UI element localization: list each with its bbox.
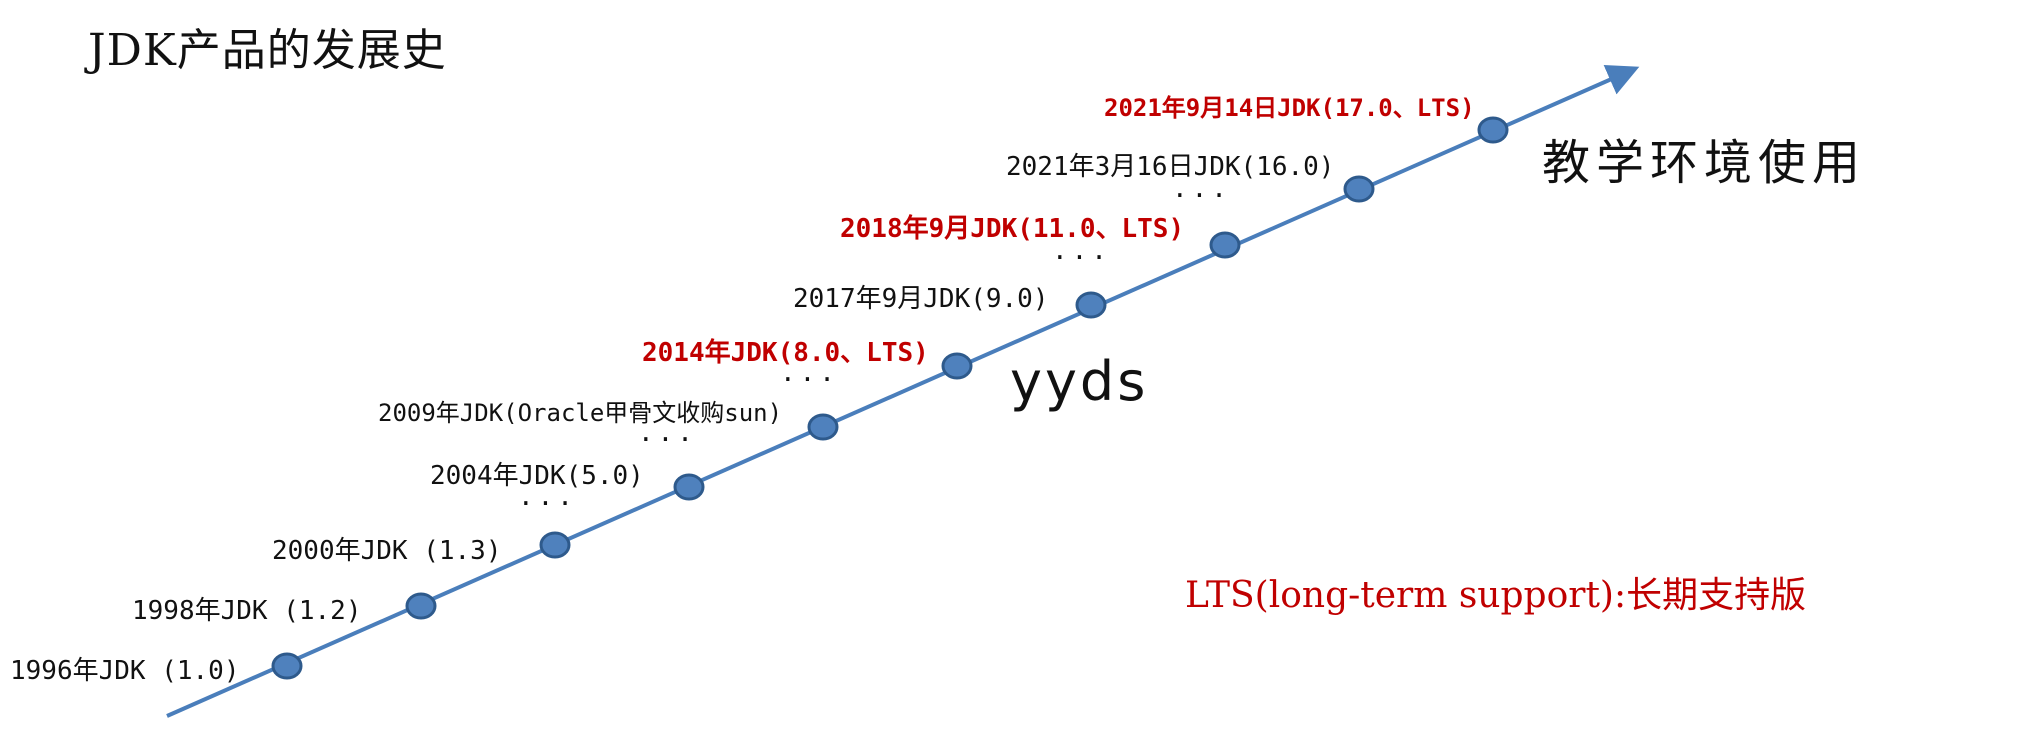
milestone-node	[1343, 175, 1375, 203]
milestone-label-2009: 2009年JDK(Oracle甲骨文收购sun)	[378, 399, 783, 427]
ellipsis-2: ...	[638, 418, 697, 448]
milestone-node	[673, 473, 705, 501]
milestone-node	[271, 652, 303, 680]
milestone-label-2021-march: 2021年3月16日JDK(16.0)	[1006, 152, 1335, 182]
ellipsis-5: ...	[1172, 174, 1231, 204]
yyds-annotation: yyds	[1010, 350, 1149, 413]
page-title: JDK产品的发展史	[88, 25, 447, 76]
milestone-node	[539, 531, 571, 559]
teaching-env-annotation: 教学环境使用	[1542, 135, 1867, 191]
ellipsis-1: ...	[518, 482, 577, 512]
milestone-label-2000: 2000年JDK (1.3)	[272, 536, 502, 566]
milestone-label-2021-sept: 2021年9月14日JDK(17.0、LTS)	[1104, 94, 1475, 122]
milestone-label-1996: 1996年JDK (1.0)	[10, 656, 240, 686]
ellipsis-3: ...	[780, 358, 839, 388]
milestone-node	[1075, 291, 1107, 319]
lts-definition-note: LTS(long-term support):长期支持版	[1185, 575, 1807, 616]
milestone-node	[1209, 231, 1241, 259]
ellipsis-4: ...	[1052, 236, 1111, 266]
milestone-label-2018: 2018年9月JDK(11.0、LTS)	[840, 214, 1185, 244]
milestone-node	[1477, 116, 1509, 144]
milestone-label-2004: 2004年JDK(5.0)	[430, 461, 644, 491]
milestone-node	[807, 413, 839, 441]
milestone-node	[941, 352, 973, 380]
milestone-label-1998: 1998年JDK (1.2)	[132, 596, 362, 626]
milestone-node	[405, 592, 437, 620]
milestone-label-2014: 2014年JDK(8.0、LTS)	[642, 338, 929, 368]
milestone-label-2017: 2017年9月JDK(9.0)	[793, 284, 1049, 314]
